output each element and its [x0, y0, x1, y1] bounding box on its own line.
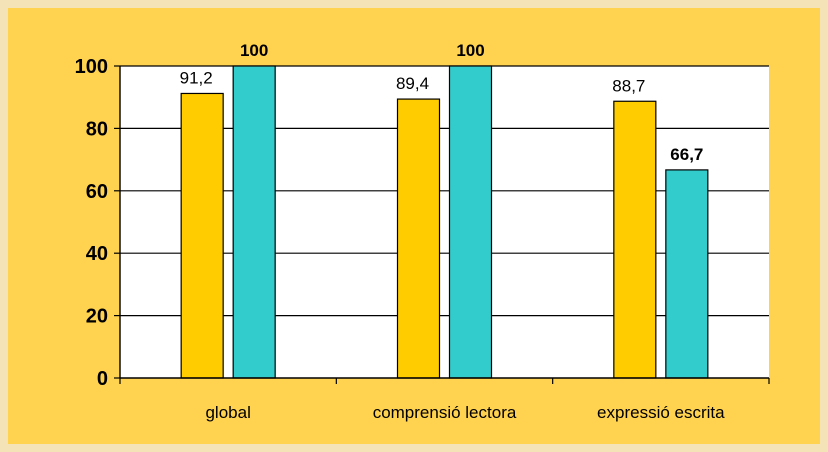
y-tick-label: 0 — [97, 368, 108, 390]
bar-1-3 — [613, 100, 657, 379]
x-category-label: expressió escrita — [597, 403, 725, 422]
bar-2-2 — [448, 65, 493, 379]
y-tick-label: 20 — [86, 306, 108, 328]
bars — [180, 65, 709, 379]
bar-2-3 — [665, 169, 709, 379]
data-label: 100 — [456, 41, 484, 60]
data-label: 91,2 — [180, 68, 213, 87]
chart-frame: 0 20 40 60 80 100 global comprensió lectora exp… — [8, 8, 820, 444]
data-label: 100 — [240, 41, 268, 60]
axes — [114, 65, 770, 384]
bar-1-2 — [396, 98, 441, 379]
data-label: 88,7 — [612, 76, 645, 95]
plot-area — [120, 66, 769, 378]
y-tick-label: 100 — [75, 56, 108, 78]
bar-1-1 — [180, 92, 224, 379]
bar-chart: 0 20 40 60 80 100 global comprensió lectora exp… — [75, 41, 770, 422]
data-labels: 91,2 100 89,4 100 88,7 66,7 — [180, 41, 704, 164]
y-tick-label: 40 — [86, 243, 108, 265]
x-category-label: comprensió lectora — [373, 403, 517, 422]
y-tick-labels: 0 20 40 60 80 100 — [75, 56, 108, 390]
data-label: 89,4 — [396, 74, 429, 93]
data-label: 66,7 — [670, 145, 703, 164]
x-category-labels: global comprensió lectora expressió escrit… — [205, 403, 725, 422]
bar-2-1 — [232, 65, 276, 379]
x-category-label: global — [205, 403, 250, 422]
gridlines — [120, 65, 769, 317]
y-tick-label: 80 — [86, 118, 108, 140]
y-tick-label: 60 — [86, 181, 108, 203]
